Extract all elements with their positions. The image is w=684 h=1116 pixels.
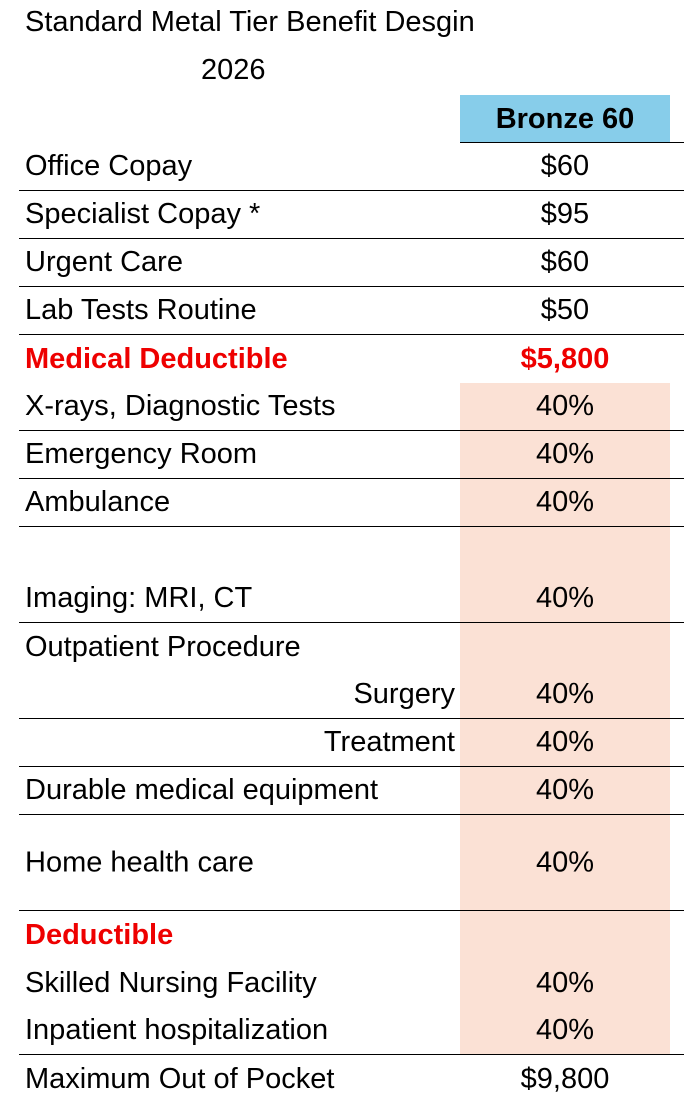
benefit-value: 40%	[535, 967, 595, 999]
benefit-label: Durable medical equipment	[25, 774, 379, 806]
table-row: Home health care 40%	[19, 815, 684, 911]
column-header-bronze-60: Bronze 60	[460, 95, 670, 143]
benefit-label: Lab Tests Routine	[25, 294, 257, 326]
benefit-label: Maximum Out of Pocket	[25, 1063, 335, 1095]
table-row: Outpatient Procedure	[19, 623, 684, 671]
benefit-value: 40%	[535, 438, 595, 470]
benefit-value: $50	[540, 294, 590, 326]
benefit-value: 40%	[535, 846, 595, 878]
benefit-label: Medical Deductible	[25, 343, 288, 375]
table-row: Skilled Nursing Facility 40%	[19, 959, 684, 1007]
benefit-label: Urgent Care	[25, 246, 183, 278]
table-row: Deductible	[19, 911, 684, 959]
benefit-label: Emergency Room	[25, 438, 258, 470]
benefit-label: Treatment	[323, 726, 455, 758]
table-row: Medical Deductible $5,800	[19, 335, 684, 383]
table-row: X-rays, Diagnostic Tests 40%	[19, 383, 684, 431]
benefit-value: 40%	[535, 390, 595, 422]
benefit-label: Deductible	[25, 919, 174, 951]
benefit-label: Inpatient hospitalization	[25, 1014, 329, 1046]
benefit-value: 40%	[535, 774, 595, 806]
table-row: Durable medical equipment 40%	[19, 767, 684, 815]
benefit-table: Office Copay $60 Specialist Copay * $95 Urge…	[19, 143, 684, 1103]
benefit-label: Specialist Copay *	[25, 198, 261, 230]
benefit-label: Imaging: MRI, CT	[25, 582, 253, 614]
benefit-label: Skilled Nursing Facility	[25, 967, 317, 999]
table-row: Ambulance 40%	[19, 479, 684, 527]
table-row: Specialist Copay * $95	[19, 191, 684, 239]
table-row: Urgent Care $60	[19, 239, 684, 287]
table-row: Treatment 40%	[19, 719, 684, 767]
table-row: Imaging: MRI, CT 40%	[19, 527, 684, 623]
benefit-label: Home health care	[25, 846, 254, 878]
benefit-value: $5,800	[520, 343, 610, 375]
benefit-label: Ambulance	[25, 486, 171, 518]
benefit-label: Office Copay	[25, 150, 193, 182]
benefit-value: 40%	[535, 486, 595, 518]
table-row: Emergency Room 40%	[19, 431, 684, 479]
benefit-value: 40%	[535, 726, 595, 758]
benefit-value: 40%	[535, 1014, 595, 1046]
table-row: Maximum Out of Pocket $9,800	[19, 1055, 684, 1103]
plan-year: 2026	[201, 54, 266, 86]
header-divider	[460, 142, 684, 143]
benefit-value: $60	[540, 150, 590, 182]
benefit-value: 40%	[535, 582, 595, 614]
table-row: Lab Tests Routine $50	[19, 287, 684, 335]
table-row: Surgery 40%	[19, 671, 684, 719]
benefit-label: Outpatient Procedure	[25, 631, 301, 663]
benefit-label: X-rays, Diagnostic Tests	[25, 390, 336, 422]
benefit-value: $9,800	[520, 1063, 610, 1095]
page-title: Standard Metal Tier Benefit Desgin	[25, 6, 475, 38]
benefit-label: Surgery	[353, 678, 455, 710]
benefit-value: 40%	[535, 678, 595, 710]
highlight-column-fill	[460, 383, 670, 1055]
benefit-value: $60	[540, 246, 590, 278]
benefit-value: $95	[540, 198, 590, 230]
table-row: Office Copay $60	[19, 143, 684, 191]
table-row: Inpatient hospitalization 40%	[19, 1007, 684, 1055]
